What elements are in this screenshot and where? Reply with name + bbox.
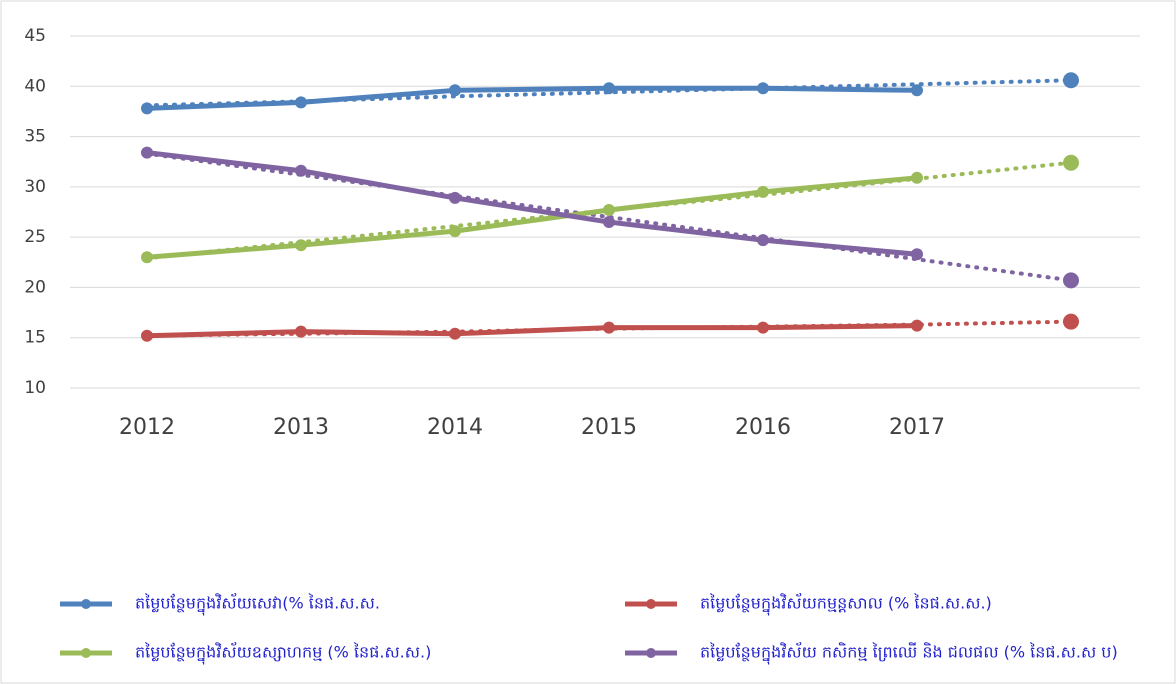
marker — [603, 321, 615, 334]
marker — [911, 171, 923, 184]
marker — [757, 82, 769, 95]
marker — [911, 84, 923, 97]
marker — [757, 321, 769, 334]
y-tick-label: 30 — [24, 177, 46, 197]
forecast-marker — [1063, 154, 1079, 171]
line — [146, 175, 918, 260]
marker — [295, 325, 307, 338]
marker — [911, 248, 923, 261]
marker — [603, 82, 615, 95]
marker — [449, 84, 461, 97]
legend-marker — [81, 648, 91, 658]
marker — [757, 234, 769, 247]
marker — [295, 96, 307, 109]
marker — [141, 102, 153, 115]
legend-marker — [646, 599, 656, 609]
marker — [449, 191, 461, 204]
y-tick-label: 20 — [24, 277, 46, 297]
forecast-marker — [1063, 313, 1079, 330]
y-tick-label: 45 — [24, 26, 46, 46]
line — [146, 150, 918, 257]
marker — [449, 327, 461, 340]
marker — [603, 203, 615, 216]
x-tick-label: 2013 — [273, 415, 329, 440]
y-tick-label: 15 — [24, 328, 46, 348]
marker — [295, 239, 307, 252]
marker — [603, 216, 615, 229]
forecast-marker — [1063, 72, 1079, 89]
y-tick-label: 40 — [24, 76, 46, 96]
x-tick-label: 2017 — [889, 415, 945, 440]
x-tick-label: 2012 — [119, 415, 175, 440]
forecast-marker — [1063, 272, 1079, 289]
y-tick-label: 35 — [24, 127, 46, 147]
marker — [295, 164, 307, 177]
line — [146, 85, 918, 111]
y-tick-label: 10 — [24, 378, 46, 398]
marker — [757, 185, 769, 198]
marker — [449, 225, 461, 238]
legend-marker — [81, 599, 91, 609]
marker — [141, 329, 153, 342]
legend-marker — [646, 648, 656, 658]
x-tick-label: 2016 — [735, 415, 791, 440]
marker — [141, 251, 153, 264]
line — [146, 323, 918, 339]
x-tick-label: 2014 — [427, 415, 483, 440]
marker — [141, 146, 153, 159]
marker — [911, 319, 923, 332]
x-tick-label: 2015 — [581, 415, 637, 440]
y-tick-label: 25 — [24, 227, 46, 247]
